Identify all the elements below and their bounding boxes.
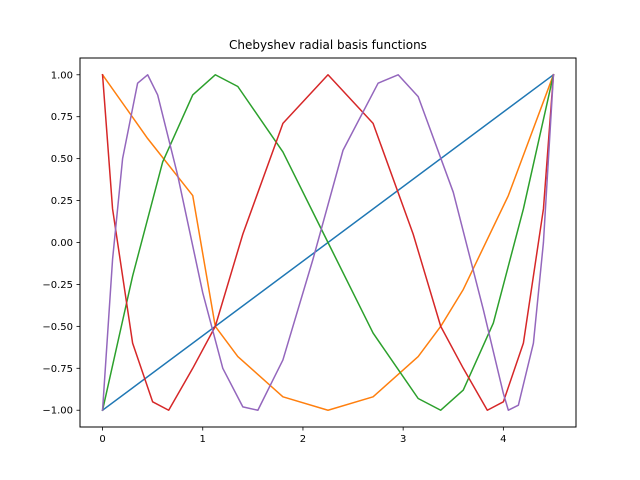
y-tick-label: −0.50 <box>42 322 73 333</box>
x-tick-label: 3 <box>400 434 406 445</box>
series-line-2 <box>101 73 555 411</box>
x-tick-label: 4 <box>500 434 506 445</box>
series-line-3 <box>101 73 555 412</box>
y-tick-label: −1.00 <box>42 406 73 417</box>
y-tick-label: 0.00 <box>51 238 73 249</box>
x-tick-label: 2 <box>300 434 306 445</box>
y-tick-label: 0.25 <box>51 196 73 207</box>
y-tick-label: 1.00 <box>51 70 73 81</box>
y-tick-label: −0.25 <box>42 280 73 291</box>
chart-title: Chebyshev radial basis functions <box>229 38 427 52</box>
y-tick-label: 0.75 <box>51 112 73 123</box>
series-line-4 <box>101 73 555 411</box>
y-axis: −1.00 −0.75 −0.50 −0.25 0.00 0.25 0.50 0.75 1.00 <box>42 70 80 417</box>
x-tick-label: 1 <box>200 434 206 445</box>
y-tick-label: 0.50 <box>51 154 73 165</box>
x-tick-label: 0 <box>99 434 105 445</box>
series-line-5 <box>101 73 555 412</box>
x-axis: 0 1 2 3 4 <box>99 427 507 445</box>
series-layer <box>101 73 555 412</box>
y-tick-label: −0.75 <box>42 364 73 375</box>
